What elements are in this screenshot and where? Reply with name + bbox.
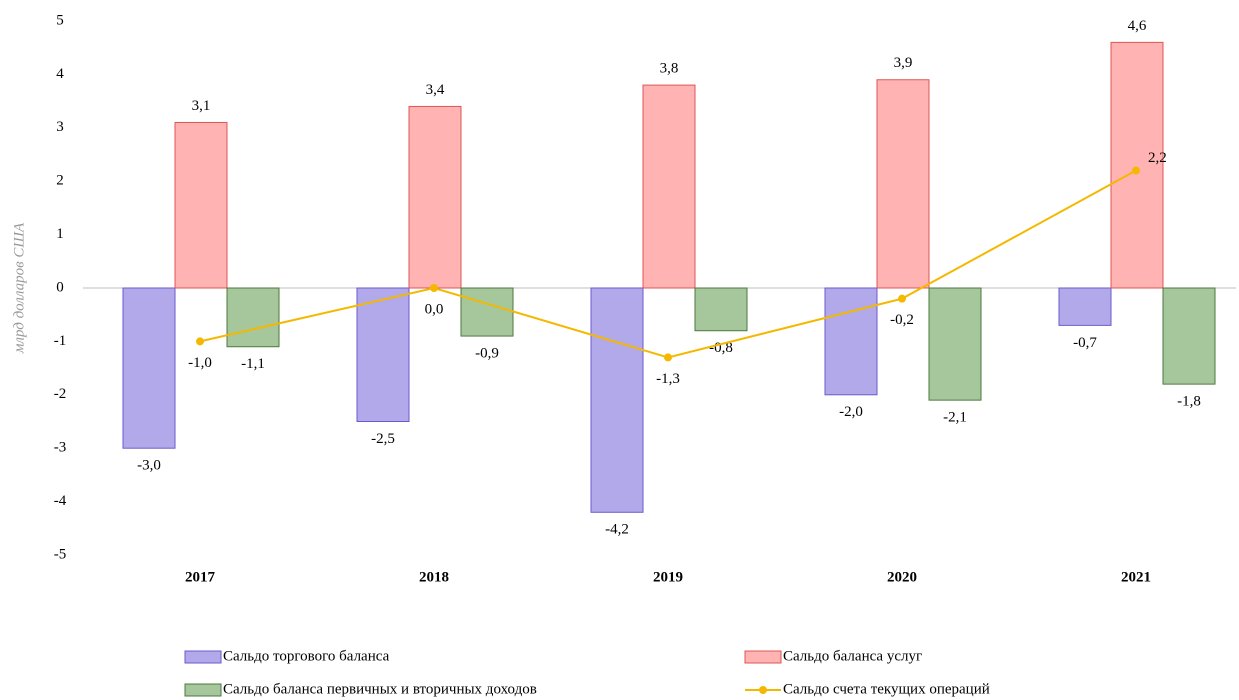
data-label: -3,0 (137, 458, 161, 474)
bar (408, 105, 462, 289)
x-tick-label: 2019 (653, 569, 683, 585)
bar (1162, 287, 1216, 385)
point (664, 353, 672, 362)
point (196, 337, 204, 346)
y-tick-label: 2 (56, 173, 64, 189)
x-tick-label: 2017 (185, 569, 216, 585)
bar (824, 287, 878, 396)
data-label: -1,8 (1177, 394, 1201, 410)
legend-swatch (184, 683, 222, 697)
data-label: 3,8 (660, 61, 679, 77)
y-tick-label: -3 (54, 440, 67, 456)
legend-swatch (744, 650, 782, 664)
legend-swatch (759, 686, 767, 694)
y-tick-label: 0 (56, 279, 64, 295)
point (1132, 166, 1140, 175)
data-label: -1,1 (241, 356, 265, 372)
bar (1058, 287, 1112, 326)
bar (590, 287, 644, 513)
bar (356, 287, 410, 422)
data-label: 0,0 (425, 301, 444, 317)
legend-swatch (184, 650, 222, 664)
y-axis-label: млрд долларов США (11, 222, 27, 354)
bar (174, 121, 228, 289)
bar (1110, 41, 1164, 289)
point (430, 284, 438, 292)
bar (460, 287, 514, 337)
bar (876, 79, 930, 289)
data-label: 3,9 (894, 55, 913, 71)
bar (928, 287, 982, 401)
data-label: -4,2 (605, 522, 629, 538)
y-tick-label: 3 (56, 119, 64, 135)
legend-label: Сальдо счета текущих операций (783, 681, 990, 697)
y-tick-label: -5 (54, 546, 67, 562)
data-label: -0,9 (475, 345, 499, 361)
data-label: -2,5 (371, 431, 395, 447)
x-tick-label: 2018 (419, 569, 449, 585)
y-tick-label: -1 (54, 333, 67, 349)
legend-label: Сальдо баланса первичных и вторичных дох… (223, 681, 537, 697)
y-tick-label: 4 (56, 66, 64, 82)
data-label: -0,7 (1073, 335, 1097, 351)
data-label: -2,1 (943, 410, 967, 426)
x-tick-label: 2020 (887, 569, 917, 585)
y-tick-label: 5 (56, 12, 64, 28)
y-tick-label: 1 (56, 226, 64, 242)
legend-label: Сальдо торгового баланса (223, 648, 390, 664)
bar (642, 84, 696, 289)
y-tick-label: -4 (54, 493, 67, 509)
legend-label: Сальдо баланса услуг (783, 648, 922, 664)
y-tick-label: -2 (54, 386, 67, 402)
data-label: 4,6 (1128, 18, 1147, 34)
data-label: 3,4 (426, 82, 445, 98)
point (898, 294, 906, 303)
data-label: 2,2 (1148, 150, 1167, 166)
data-label: 3,1 (192, 98, 211, 114)
bar (226, 287, 280, 348)
bar (122, 287, 176, 449)
data-label: -1,3 (656, 371, 680, 387)
data-label: -0,2 (890, 312, 914, 328)
data-label: -0,8 (709, 340, 733, 356)
data-label: -2,0 (839, 404, 863, 420)
x-tick-label: 2021 (1121, 569, 1151, 585)
data-label: -1,0 (188, 355, 212, 371)
bar (694, 287, 748, 332)
